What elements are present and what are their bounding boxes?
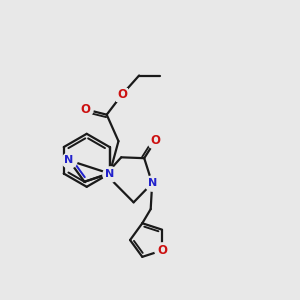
- Text: O: O: [150, 134, 161, 147]
- Text: N: N: [148, 178, 157, 188]
- Text: O: O: [117, 88, 127, 101]
- Text: O: O: [157, 244, 167, 257]
- Text: N: N: [105, 169, 114, 178]
- Text: O: O: [80, 103, 91, 116]
- Text: N: N: [64, 155, 74, 165]
